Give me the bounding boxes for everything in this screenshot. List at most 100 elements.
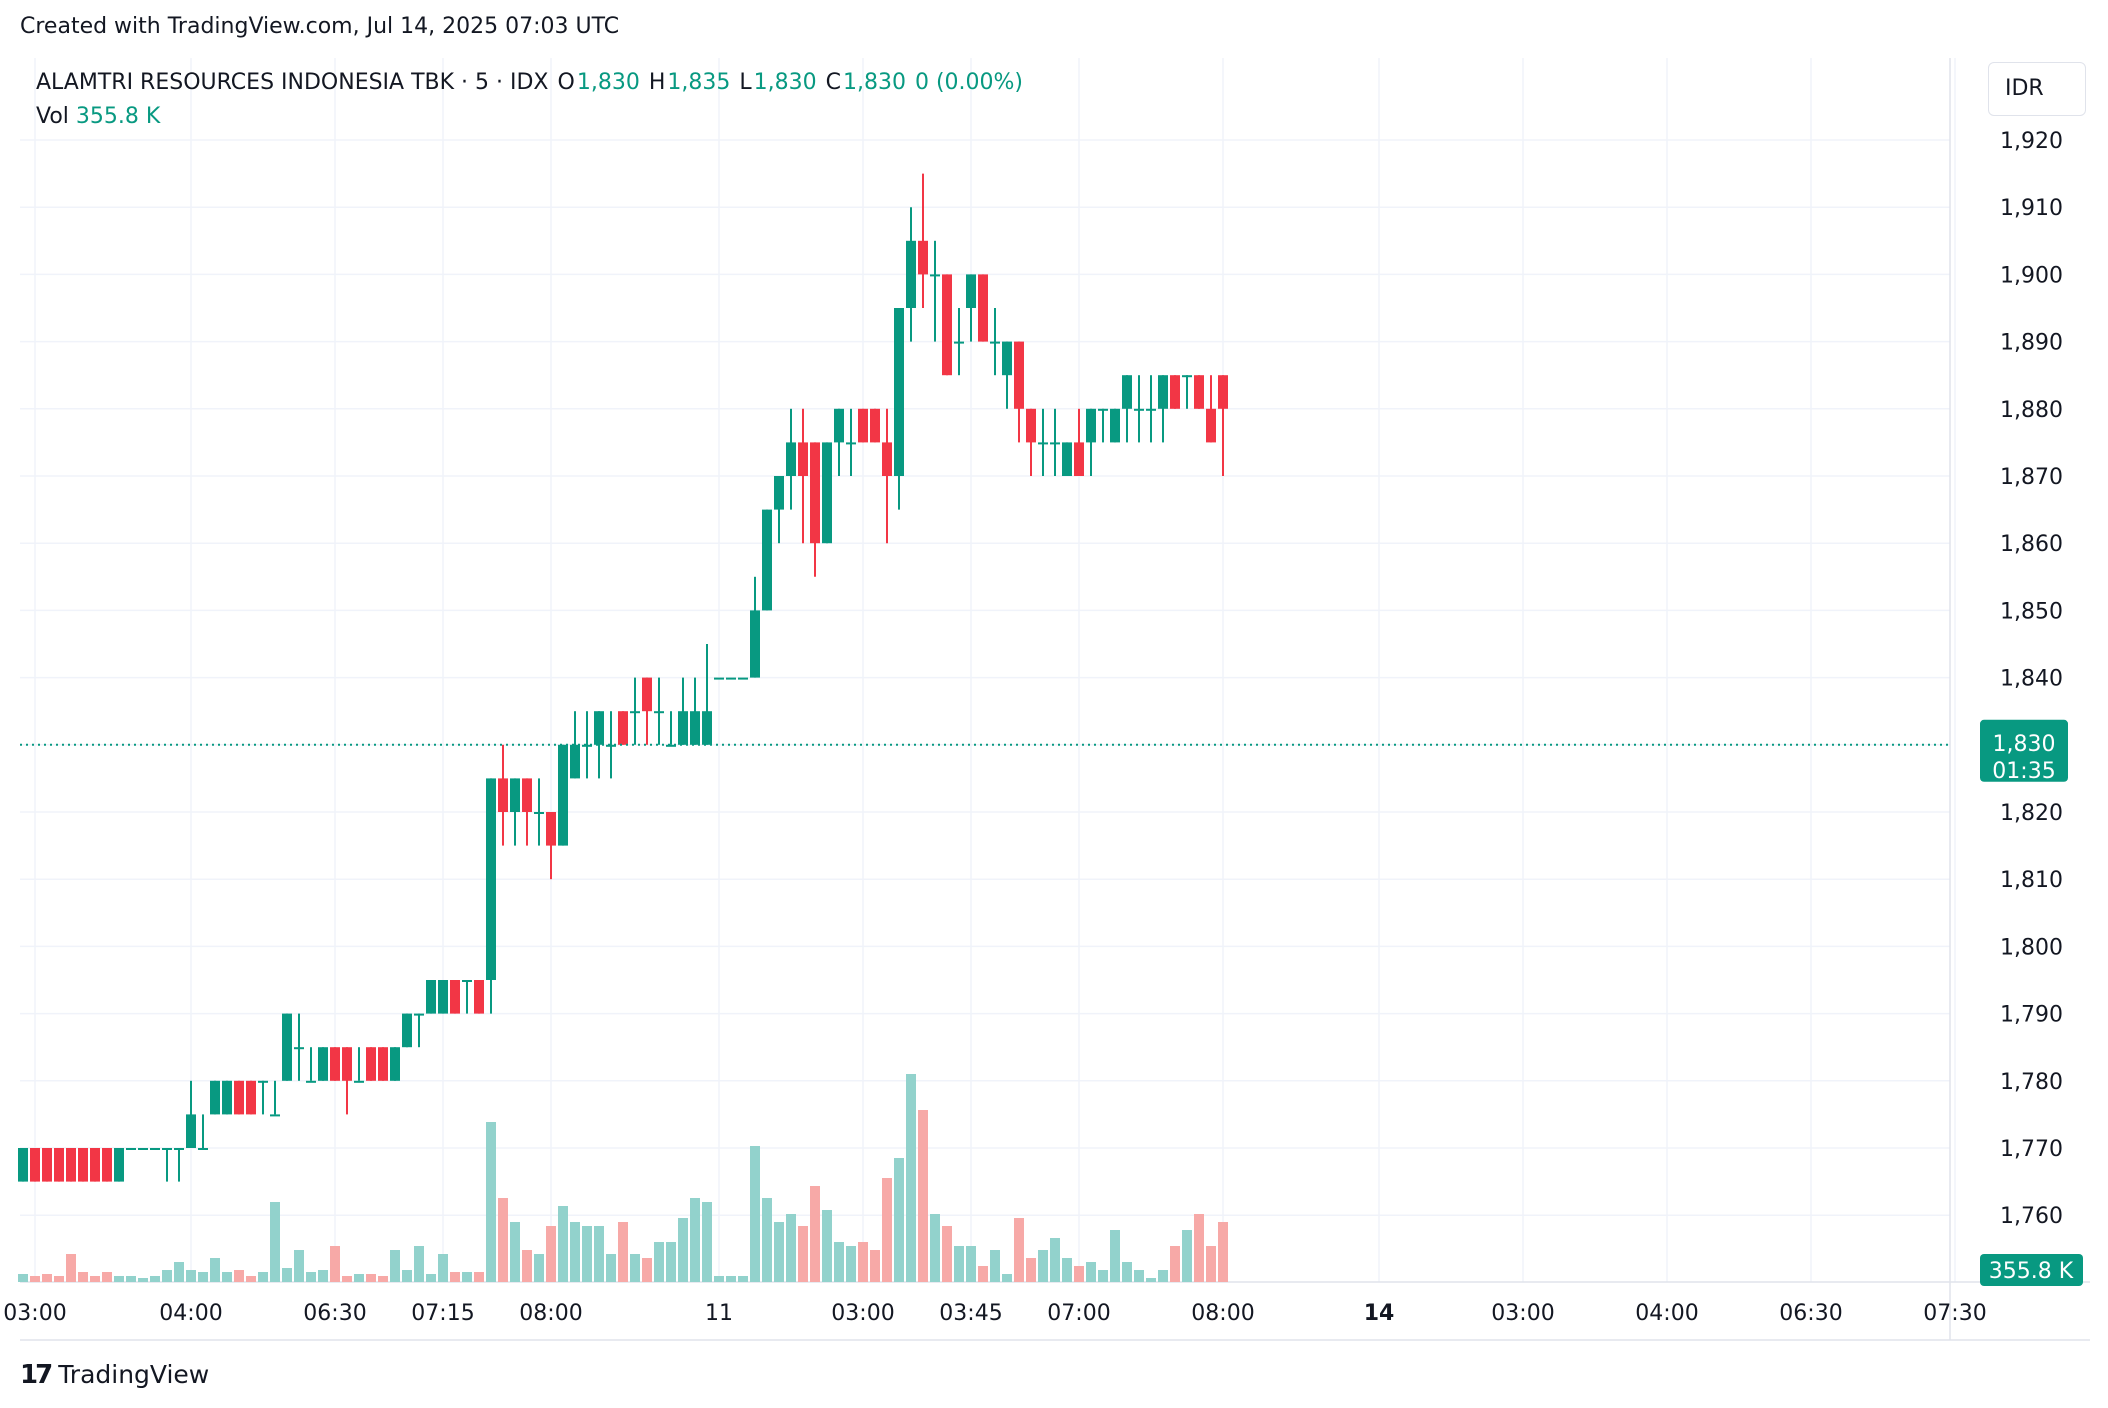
price-tick-label: 1,810 [2000, 868, 2063, 893]
candle-body [294, 1047, 304, 1050]
candle-body [690, 711, 700, 745]
candle-body [666, 744, 676, 747]
volume-bar [90, 1276, 100, 1282]
volume-bar [138, 1278, 148, 1282]
candle [450, 980, 460, 1014]
candle [954, 308, 964, 376]
candle-body [114, 1148, 124, 1182]
volume-bar [858, 1242, 868, 1282]
candle [318, 1047, 328, 1081]
candle-body [30, 1148, 40, 1182]
volume-value-badge [1980, 1254, 2083, 1286]
candle [114, 1148, 124, 1182]
chart-grid [20, 58, 2090, 1341]
volume-bar [378, 1276, 388, 1282]
candle-body [1002, 341, 1012, 376]
candle [198, 1114, 208, 1150]
volume-bar [582, 1226, 592, 1282]
volume-bar [1218, 1222, 1228, 1282]
volume-bar [1206, 1246, 1216, 1282]
price-tick-label: 1,760 [2000, 1204, 2063, 1229]
candle [1218, 375, 1228, 476]
volume-bar [102, 1272, 112, 1282]
candle [738, 677, 748, 680]
candle-body [414, 1013, 424, 1016]
candle [678, 677, 688, 745]
price-tick-label: 1,910 [2000, 196, 2063, 221]
volume-bar [774, 1222, 784, 1282]
candle [1182, 375, 1192, 409]
candle [714, 677, 724, 680]
volume-bar [438, 1254, 448, 1282]
candle-body [18, 1148, 28, 1182]
candle-body [978, 274, 988, 342]
candle [366, 1047, 376, 1081]
candle [186, 1080, 196, 1148]
candle [1086, 408, 1096, 476]
candle-body [942, 274, 952, 376]
volume-bar [798, 1226, 808, 1282]
volume-bar [570, 1222, 580, 1282]
candle [1062, 442, 1072, 476]
time-axis: 03:00 04:00 06:30 07:15 08:00 11 03:00 03:45 07:… [3, 1301, 1986, 1326]
candle-body [642, 677, 652, 712]
candle [306, 1047, 316, 1083]
candle [606, 711, 616, 779]
candle-body [570, 744, 580, 779]
candle-body [282, 1013, 292, 1081]
candle-body [438, 980, 448, 1014]
candle [594, 711, 604, 779]
candle [1170, 375, 1180, 409]
volume-bar [918, 1110, 928, 1282]
candle [1038, 408, 1048, 476]
volume-bar [222, 1272, 232, 1282]
candle-body [606, 744, 616, 747]
candle-body [1182, 375, 1192, 378]
volume-bar [78, 1272, 88, 1282]
change-value: 0 (0.00%) [914, 70, 1023, 95]
candle-body [426, 980, 436, 1014]
candle-body [534, 812, 544, 814]
candle-body [1122, 375, 1132, 409]
last-price-label: 1,830 [1993, 732, 2056, 757]
candle [762, 509, 772, 611]
tradingview-logo[interactable]: 17 TradingView [20, 1360, 209, 1390]
candle [1014, 341, 1024, 443]
candle [798, 408, 808, 544]
candle-body [474, 980, 484, 1014]
volume-series [18, 1074, 1228, 1282]
candle [1074, 408, 1084, 476]
candle [462, 980, 472, 1014]
candle-body [894, 308, 904, 476]
volume-bar [66, 1254, 76, 1282]
candle-body [654, 711, 664, 714]
volume-bar [486, 1122, 496, 1282]
time-tick-label: 08:00 [1191, 1301, 1254, 1326]
candle [294, 1013, 304, 1081]
volume-bar [390, 1250, 400, 1282]
candle [942, 274, 952, 376]
currency-button[interactable]: IDR [1988, 62, 2086, 116]
candle-body [1194, 375, 1204, 409]
candle-body [954, 341, 964, 344]
price-tick-label: 1,790 [2000, 1003, 2063, 1028]
low-value: 1,830 [753, 70, 817, 95]
open-value: 1,830 [576, 70, 640, 95]
volume-bar [186, 1270, 196, 1282]
volume-bar [642, 1258, 652, 1282]
candle [882, 408, 892, 544]
candle [642, 677, 652, 745]
candle [978, 274, 988, 342]
candle [1134, 375, 1144, 443]
candle-body [702, 711, 712, 745]
price-tick-label: 1,800 [2000, 935, 2063, 960]
candle-body [846, 442, 856, 445]
volume-bar [990, 1250, 1000, 1282]
volume-bar [630, 1254, 640, 1282]
volume-bar [846, 1246, 856, 1282]
candle-body [738, 677, 748, 680]
candle-body [378, 1047, 388, 1081]
candle [438, 980, 448, 1014]
volume-bar [750, 1146, 760, 1282]
